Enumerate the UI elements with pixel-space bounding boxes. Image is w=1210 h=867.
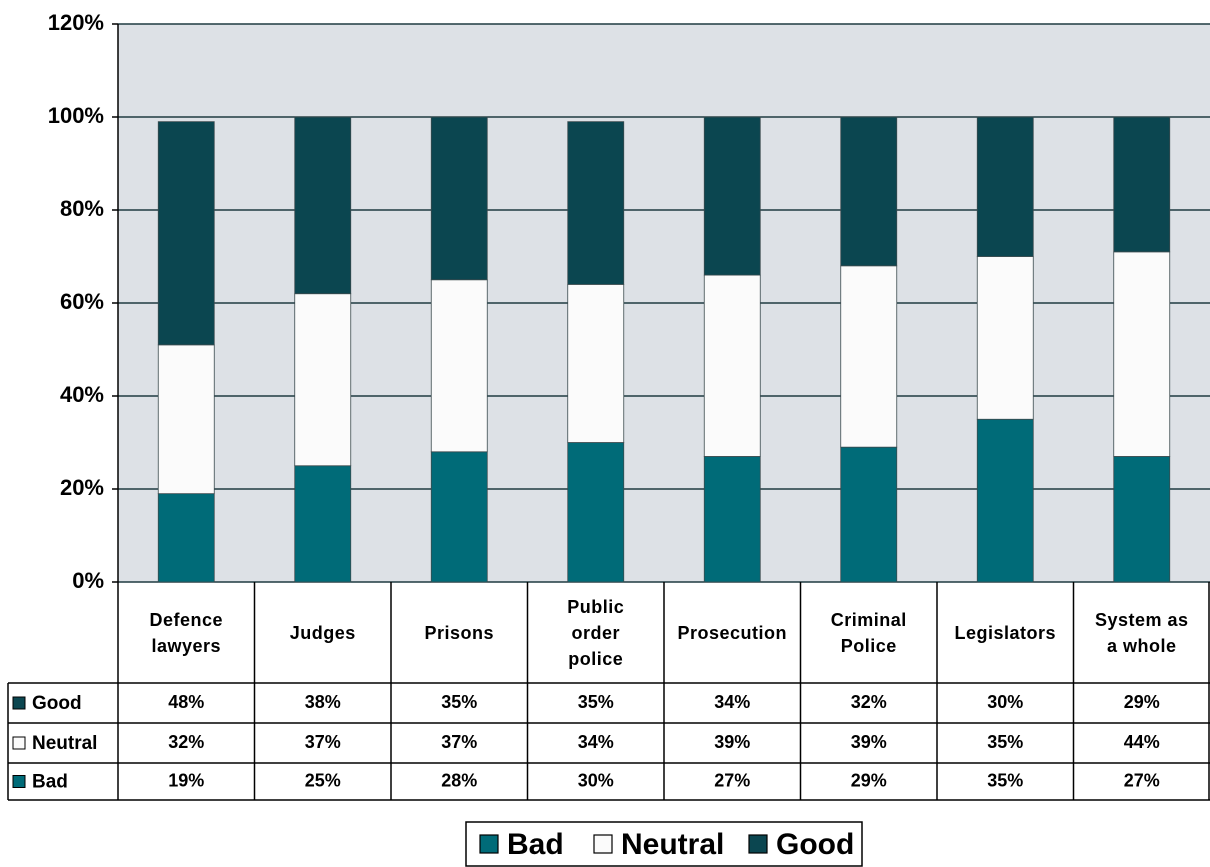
data-label: 35% — [578, 692, 614, 712]
data-label: 35% — [441, 692, 477, 712]
table-row-label: Neutral — [32, 733, 97, 754]
data-label: 30% — [578, 770, 614, 790]
table-legend-key — [12, 696, 26, 710]
bar-segment — [976, 116, 1034, 257]
data-label: 39% — [851, 732, 887, 752]
x-tick-label: Defence lawyers — [149, 609, 224, 656]
table-row-label: Bad — [32, 772, 68, 793]
bar-segment — [840, 265, 898, 448]
data-label: 32% — [851, 692, 887, 712]
y-tick-label: 60% — [60, 289, 104, 314]
y-tick-label: 100% — [48, 103, 104, 128]
data-label: 37% — [305, 732, 341, 752]
data-label: 19% — [168, 770, 204, 790]
table-legend-key — [12, 775, 26, 788]
bar-segment — [294, 465, 352, 583]
y-tick-label: 80% — [60, 196, 104, 221]
bar-segment — [157, 493, 215, 583]
table-legend-key — [12, 736, 26, 750]
bar-segment — [1113, 456, 1171, 583]
data-label: 35% — [987, 732, 1023, 752]
data-label: 32% — [168, 732, 204, 752]
legend-label: Bad — [507, 828, 564, 861]
bar-segment — [157, 121, 215, 346]
legend-box — [465, 821, 863, 867]
bar-segment — [567, 283, 625, 443]
bar-segment — [976, 418, 1034, 583]
data-label: 29% — [1124, 692, 1160, 712]
data-label: 37% — [441, 732, 477, 752]
legend-key — [748, 834, 768, 854]
data-label: 30% — [987, 692, 1023, 712]
x-tick-label: System as a whole — [1094, 609, 1189, 656]
data-label: 38% — [305, 692, 341, 712]
bar-segment — [840, 446, 898, 583]
x-tick-label: Prosecution — [677, 622, 788, 643]
bar-segment — [567, 121, 625, 285]
bar-segment — [840, 116, 898, 267]
data-label: 27% — [1124, 770, 1160, 790]
y-tick-label: 0% — [72, 568, 104, 593]
x-tick-label: Criminal Police — [830, 609, 907, 656]
data-label: 29% — [851, 770, 887, 790]
table-row-label: Good — [32, 693, 82, 714]
data-label: 25% — [305, 770, 341, 790]
data-label: 27% — [714, 770, 750, 790]
bar-segment — [703, 274, 761, 457]
legend-label: Good — [776, 828, 854, 861]
bar-segment — [157, 344, 215, 495]
data-label: 34% — [714, 692, 750, 712]
data-label: 28% — [441, 770, 477, 790]
bar-segment — [1113, 251, 1171, 457]
bar-segment — [976, 256, 1034, 420]
bar-segment — [430, 451, 488, 583]
bar-segment — [294, 293, 352, 467]
data-label: 34% — [578, 732, 614, 752]
legend-key — [593, 834, 613, 854]
bar-segment — [567, 442, 625, 583]
bar-segment — [430, 279, 488, 453]
x-tick-label: Prisons — [424, 622, 495, 643]
x-tick-label: Legislators — [954, 622, 1057, 643]
x-tick-label: Judges — [289, 622, 356, 643]
bar-segment — [294, 116, 352, 295]
legend-label: Neutral — [621, 828, 724, 861]
data-label: 39% — [714, 732, 750, 752]
bar-segment — [1113, 116, 1171, 253]
data-label: 35% — [987, 770, 1023, 790]
legend-key — [479, 834, 499, 854]
y-tick-label: 40% — [60, 382, 104, 407]
bar-segment — [703, 116, 761, 276]
x-tick-label: Public order police — [567, 596, 625, 669]
y-tick-label: 120% — [48, 10, 104, 35]
bar-segment — [430, 116, 488, 281]
data-label: 48% — [168, 692, 204, 712]
bar-segment — [703, 456, 761, 583]
y-tick-label: 20% — [60, 475, 104, 500]
data-label: 44% — [1124, 732, 1160, 752]
